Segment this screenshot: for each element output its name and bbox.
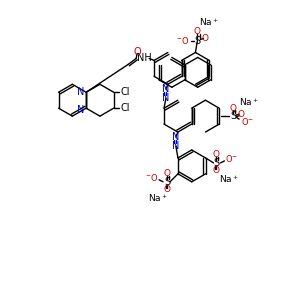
Text: S: S — [194, 35, 201, 46]
Text: NH: NH — [137, 53, 152, 63]
Text: O: O — [164, 169, 170, 178]
Text: O: O — [202, 34, 209, 43]
Text: Na$^+$: Na$^+$ — [219, 173, 239, 185]
Text: Na$^+$: Na$^+$ — [199, 17, 219, 29]
Text: O: O — [230, 104, 237, 113]
Text: S: S — [230, 111, 236, 121]
Text: N: N — [162, 93, 170, 103]
Text: O$^{-}$: O$^{-}$ — [241, 115, 254, 127]
Text: N: N — [172, 132, 180, 142]
Text: N: N — [78, 87, 85, 97]
Text: O: O — [238, 110, 245, 119]
Text: N: N — [162, 84, 170, 94]
Text: S: S — [164, 177, 170, 187]
Text: $^{-}$O: $^{-}$O — [176, 35, 190, 46]
Text: O$^{-}$: O$^{-}$ — [225, 154, 239, 164]
Text: O: O — [164, 185, 170, 194]
Text: N: N — [78, 105, 85, 115]
Text: O: O — [133, 48, 141, 57]
Text: $^{-}$O: $^{-}$O — [145, 172, 158, 183]
Text: Cl: Cl — [121, 87, 130, 97]
Text: Na$^+$: Na$^+$ — [148, 192, 168, 204]
Text: O: O — [213, 150, 220, 160]
Text: O: O — [194, 27, 201, 36]
Text: Na$^+$: Na$^+$ — [239, 96, 259, 108]
Text: O: O — [213, 166, 220, 175]
Text: S: S — [213, 158, 219, 168]
Text: N: N — [172, 141, 180, 151]
Text: Cl: Cl — [121, 103, 130, 113]
